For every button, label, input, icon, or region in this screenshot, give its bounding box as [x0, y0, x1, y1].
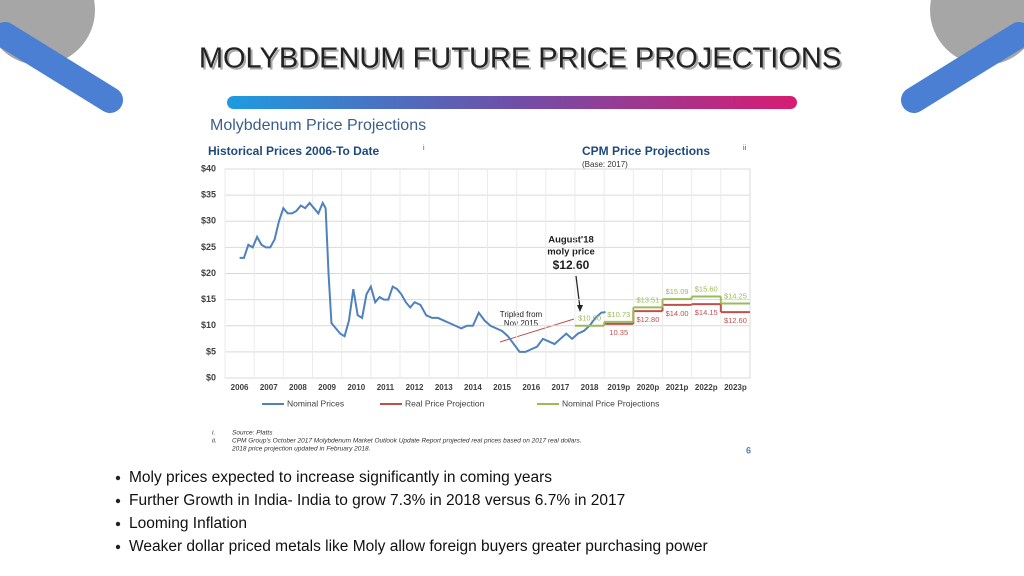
legend-label: Nominal Prices [287, 398, 344, 408]
annotation-arrow [577, 305, 583, 312]
value-label: 10.35 [609, 328, 628, 337]
bullet-dot [115, 521, 121, 527]
legend-label: Nominal Price Projections [562, 398, 659, 408]
value-label: $15.09 [666, 287, 689, 296]
chart-title: Molybdenum Price Projections [210, 117, 426, 134]
note-marker: ii [743, 145, 747, 152]
value-label: $14.25 [724, 292, 747, 301]
x-tick-label: 2014 [464, 383, 482, 392]
x-tick-label: 2022p [695, 383, 718, 392]
footnote: CPM Group's October 2017 Molybdenum Mark… [232, 438, 582, 445]
x-tick-label: 2010 [347, 383, 365, 392]
chart-image [200, 112, 760, 462]
y-tick-label: $25 [201, 242, 216, 252]
x-tick-label: 2017 [552, 383, 570, 392]
y-tick-label: $35 [201, 190, 216, 200]
x-tick-label: 2009 [318, 383, 336, 392]
x-tick-label: 2013 [435, 383, 453, 392]
y-tick-label: $30 [201, 216, 216, 226]
footnote: Source: Platts [232, 430, 273, 437]
note-marker: i [423, 145, 425, 152]
corner-deco [0, 22, 123, 113]
legend-label: Real Price Projection [405, 398, 485, 408]
bullet-dot [115, 544, 121, 550]
annotation-arrow [499, 318, 575, 343]
bullet-dot [115, 498, 121, 504]
y-tick-label: $0 [206, 372, 216, 382]
annotation: Nov 2015 [504, 319, 539, 328]
value-label: $12.60 [724, 316, 747, 325]
subtitle-base: (Base: 2017) [582, 160, 628, 169]
x-tick-label: 2012 [406, 383, 424, 392]
page-number: 6 [746, 445, 751, 455]
x-tick-label: 2016 [522, 383, 540, 392]
price-line [239, 200, 606, 353]
value-label: $15.60 [695, 284, 718, 293]
value-label: $10.73 [607, 310, 630, 319]
y-tick-label: $5 [206, 346, 216, 356]
y-tick-label: $10 [201, 320, 216, 330]
annotation-arrow [575, 275, 581, 309]
footnote-marker: ii. [212, 438, 217, 445]
value-label: $12.80 [636, 315, 659, 324]
x-tick-label: 2015 [493, 383, 511, 392]
x-tick-label: 2019p [607, 383, 630, 392]
x-tick-label: 2023p [724, 383, 747, 392]
title-bar [227, 96, 797, 109]
annotation: August'18 [548, 235, 594, 246]
x-tick-label: 2008 [289, 383, 307, 392]
title-shadow: MOLYBDENUM FUTURE PRICE PROJECTIONS [201, 45, 843, 77]
y-tick-label: $20 [201, 268, 216, 278]
bullet-text: Looming Inflation [129, 515, 247, 532]
bullet-text: Weaker dollar priced metals like Moly al… [129, 538, 708, 555]
subtitle: Historical Prices 2006-To Date [208, 144, 380, 158]
subtitle: CPM Price Projections [582, 144, 710, 158]
x-tick-label: 2006 [231, 383, 249, 392]
y-tick-label: $40 [201, 163, 216, 173]
slide-title: MOLYBDENUM FUTURE PRICE PROJECTIONS [199, 43, 841, 75]
x-tick-label: 2011 [377, 383, 395, 392]
annotation: Tripled from [500, 310, 543, 319]
annotation: $12.60 [553, 258, 590, 272]
y-tick-label: $15 [201, 294, 216, 304]
value-label: $10.00 [578, 314, 601, 323]
value-label: $14.00 [666, 309, 689, 318]
x-tick-label: 2018 [581, 383, 599, 392]
value-label: $13.51 [636, 295, 659, 304]
bullet-text: Moly prices expected to increase signifi… [129, 469, 552, 486]
x-tick-label: 2020p [637, 383, 660, 392]
corner-deco [901, 22, 1024, 113]
bullet-dot [115, 475, 121, 481]
value-label: $14.15 [695, 308, 718, 317]
footnote-marker: i. [212, 430, 215, 437]
x-tick-label: 2021p [666, 383, 689, 392]
x-tick-label: 2007 [260, 383, 278, 392]
bullet-text: Further Growth in India- India to grow 7… [129, 492, 625, 509]
footnote: 2018 price projection updated in Februar… [231, 446, 371, 453]
annotation: moly price [547, 247, 595, 258]
